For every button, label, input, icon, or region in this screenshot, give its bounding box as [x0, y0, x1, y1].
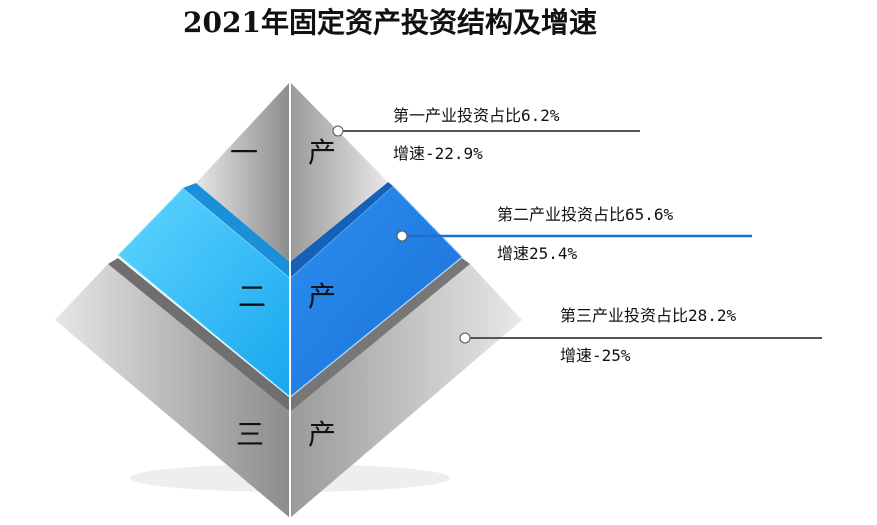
layer-label: 二 [238, 280, 266, 313]
share: 第三产业投资占比28.2% [560, 306, 737, 325]
layer-label: 一 [230, 136, 258, 169]
pyramid [55, 82, 522, 518]
layer-label: 产 [308, 136, 336, 169]
title: 2021年固定资产投资结构及增速 [183, 6, 597, 39]
growth: 增速25.4% [497, 244, 578, 263]
callouts [332, 125, 822, 344]
layer-label: 产 [308, 280, 336, 313]
share: 第一产业投资占比6.2% [393, 106, 560, 125]
share: 第二产业投资占比65.6% [497, 205, 674, 224]
layer-label: 三 [236, 418, 264, 451]
growth: 增速-22.9% [393, 144, 483, 163]
layer-label: 产 [308, 418, 336, 451]
growth: 增速-25% [560, 346, 631, 365]
